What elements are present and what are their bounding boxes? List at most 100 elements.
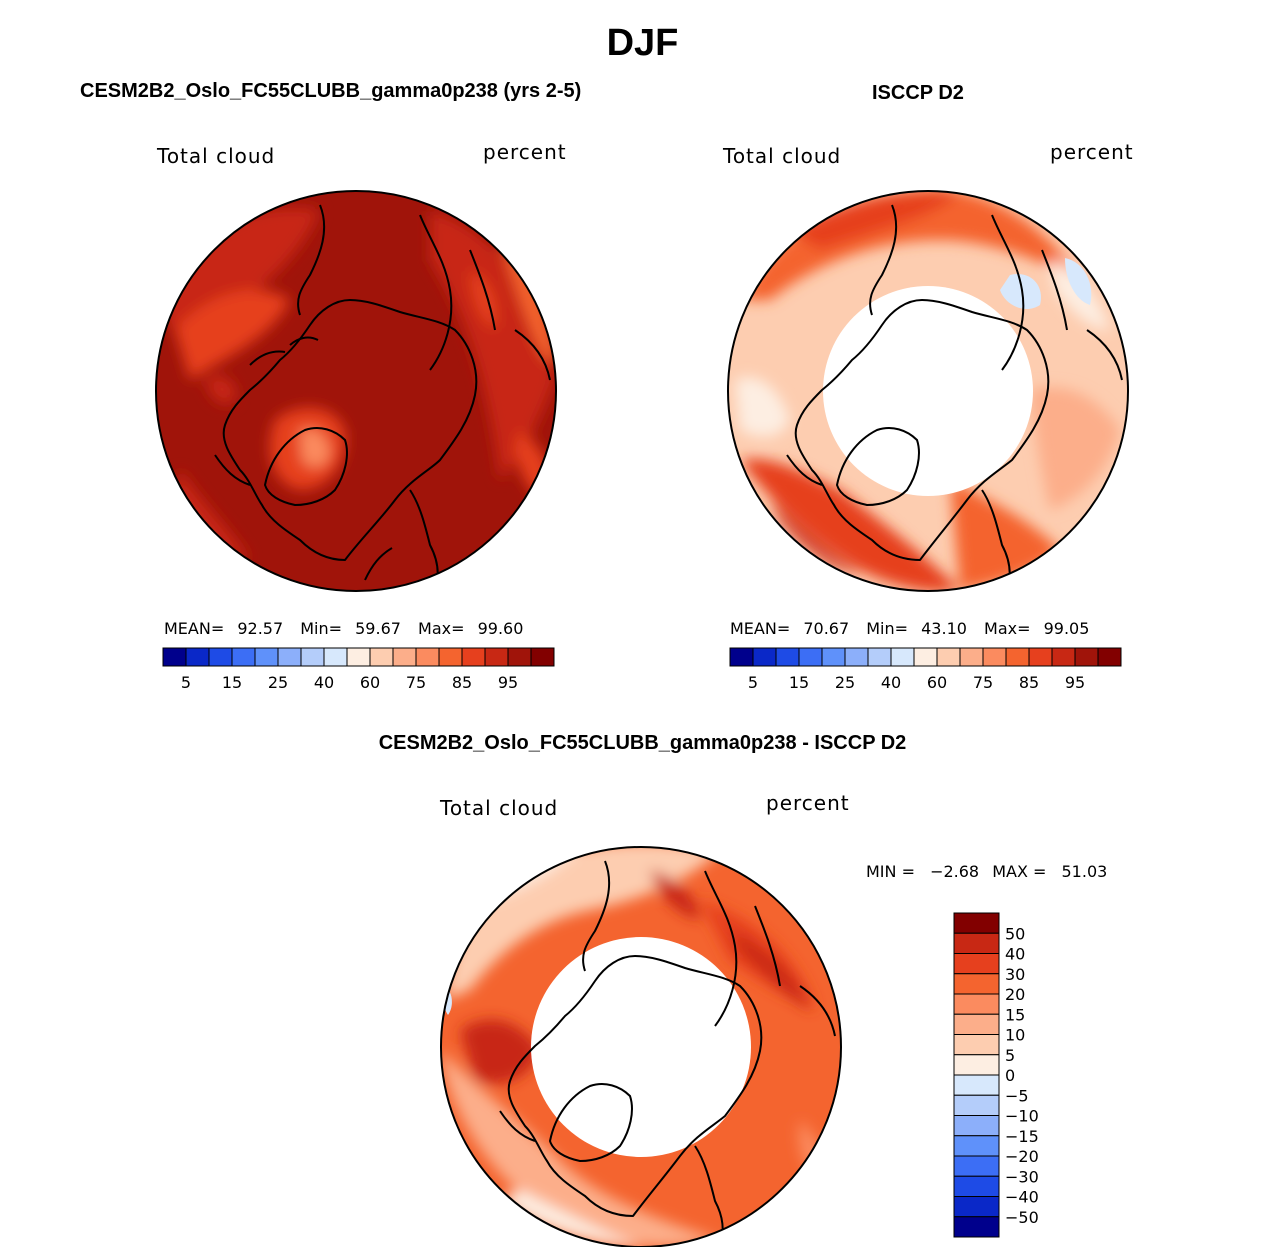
model-colorbar-box bbox=[231, 647, 256, 667]
obs-field-negative-b bbox=[1065, 258, 1092, 305]
diff-coast-labrador bbox=[499, 1110, 536, 1142]
model-stats: MEAN= 92.57 Min= 59.67 Max= 99.60 bbox=[164, 619, 523, 638]
obs-coast-kamchatka bbox=[1041, 249, 1068, 331]
model-colorbar-tick: 95 bbox=[498, 673, 518, 692]
obs-min-value: 43.10 bbox=[921, 619, 967, 638]
obs-colorbar-box bbox=[1005, 647, 1030, 667]
diff-colorbar-box bbox=[953, 1196, 1000, 1218]
obs-field-alaska bbox=[735, 377, 790, 437]
model-colorbar-tick: 15 bbox=[222, 673, 242, 692]
diff-colorbar-tick: −15 bbox=[1005, 1127, 1039, 1146]
diff-map bbox=[440, 846, 842, 1247]
diff-colorbar-tick: 0 bbox=[1005, 1066, 1015, 1085]
diff-colorbar-tick: 20 bbox=[1005, 985, 1025, 1004]
model-map bbox=[155, 190, 557, 592]
diff-colorbar-tick: −10 bbox=[1005, 1107, 1039, 1126]
obs-colorbar-box bbox=[775, 647, 800, 667]
model-field-canada bbox=[170, 470, 250, 560]
diff-colorbar-tick: −20 bbox=[1005, 1147, 1039, 1166]
obs-coast-arctic bbox=[794, 299, 1050, 561]
model-colorbar-tick: 85 bbox=[452, 673, 472, 692]
diff-colorbar-box bbox=[953, 912, 1000, 934]
obs-mean-value: 70.67 bbox=[803, 619, 850, 638]
obs-map bbox=[727, 190, 1129, 592]
obs-colorbar-box bbox=[752, 647, 777, 667]
diff-coast-bering bbox=[582, 860, 611, 972]
model-coast-siberia bbox=[419, 214, 453, 371]
model-panel-title: CESM2B2_Oslo_FC55CLUBB_gamma0p238 (yrs 2… bbox=[80, 80, 582, 102]
obs-coast-siberia bbox=[991, 214, 1025, 371]
diff-colorbar-tick: −50 bbox=[1005, 1208, 1039, 1227]
obs-colorbar-box bbox=[1051, 647, 1076, 667]
model-colorbar-box bbox=[530, 647, 555, 667]
obs-units-label: percent bbox=[1050, 140, 1134, 164]
model-map-border bbox=[155, 190, 557, 592]
obs-colorbar-box bbox=[982, 647, 1007, 667]
obs-coast-labrador bbox=[786, 454, 823, 486]
obs-colorbar-tick: 25 bbox=[835, 673, 855, 692]
model-colorbar-box bbox=[507, 647, 532, 667]
diff-coast-greenland bbox=[549, 1083, 633, 1162]
diff-colorbar-tick: 15 bbox=[1005, 1005, 1025, 1024]
model-colorbar-tick: 5 bbox=[181, 673, 191, 692]
obs-max-label: Max= bbox=[984, 619, 1031, 638]
diff-colorbar-box bbox=[953, 1034, 1000, 1056]
model-units-label: percent bbox=[483, 140, 567, 164]
model-max-label: Max= bbox=[418, 619, 465, 638]
model-colorbar-tick: 25 bbox=[268, 673, 288, 692]
model-field-atlantic bbox=[430, 210, 555, 480]
model-colorbar-box bbox=[300, 647, 325, 667]
diff-max-value: 51.03 bbox=[1061, 862, 1108, 881]
obs-colorbar: 5 15 25 40 60 75 85 95 bbox=[729, 647, 1122, 692]
main-title: DJF bbox=[606, 22, 679, 64]
diff-panel-title: CESM2B2_Oslo_FC55CLUBB_gamma0p238 - ISCC… bbox=[378, 732, 907, 754]
obs-colorbar-tick: 95 bbox=[1065, 673, 1085, 692]
diff-polar-mask bbox=[531, 937, 751, 1157]
diff-colorbar-tick: 50 bbox=[1005, 924, 1025, 943]
obs-max-value: 99.05 bbox=[1043, 619, 1090, 638]
diff-colorbar-tick: 40 bbox=[1005, 945, 1025, 964]
obs-coast-bering bbox=[869, 204, 898, 316]
obs-min-label: Min= bbox=[866, 619, 909, 638]
diff-map-border bbox=[440, 846, 842, 1247]
model-coast-japan bbox=[514, 329, 551, 381]
obs-stats: MEAN= 70.67 Min= 43.10 Max= 99.05 bbox=[730, 619, 1089, 638]
model-colorbar-tick: 75 bbox=[406, 673, 426, 692]
obs-colorbar-tick: 75 bbox=[973, 673, 993, 692]
obs-colorbar-box bbox=[913, 647, 938, 667]
diff-colorbar-box bbox=[953, 1175, 1000, 1197]
model-field-pacific bbox=[160, 207, 320, 334]
model-coast-kamchatka bbox=[469, 249, 496, 331]
model-colorbar-box bbox=[346, 647, 371, 667]
obs-map-border bbox=[727, 190, 1129, 592]
diff-colorbar-tick: 30 bbox=[1005, 965, 1025, 984]
obs-coast-greenland bbox=[836, 427, 920, 506]
model-max-value: 99.60 bbox=[477, 619, 524, 638]
obs-field-north-core bbox=[790, 191, 960, 250]
diff-field-south-rim bbox=[441, 1050, 720, 1247]
obs-colorbar-tick: 85 bbox=[1019, 673, 1039, 692]
diff-colorbar-box bbox=[953, 932, 1000, 954]
obs-colorbar-box bbox=[821, 647, 846, 667]
model-coast-uk bbox=[364, 547, 393, 581]
model-colorbar-box bbox=[461, 647, 486, 667]
diff-colorbar-box bbox=[953, 1074, 1000, 1096]
diff-colorbar-tick: −5 bbox=[1005, 1086, 1029, 1105]
diff-colorbar-box bbox=[953, 973, 1000, 995]
model-colorbar-box bbox=[323, 647, 348, 667]
model-colorbar-box bbox=[185, 647, 210, 667]
obs-colorbar-box bbox=[1097, 647, 1122, 667]
model-colorbar-box bbox=[392, 647, 417, 667]
diff-colorbar-box bbox=[953, 1013, 1000, 1035]
diff-colorbar-tick: 5 bbox=[1005, 1046, 1015, 1065]
diff-max-label: MAX = bbox=[992, 862, 1047, 881]
diff-colorbar-box bbox=[953, 1216, 1000, 1238]
diff-colorbar-box bbox=[953, 1135, 1000, 1157]
model-coast-islands-b bbox=[289, 336, 319, 346]
model-colorbar-box bbox=[162, 647, 187, 667]
obs-field-negative-a bbox=[1000, 274, 1041, 310]
diff-colorbar-box bbox=[953, 953, 1000, 975]
model-colorbar-box bbox=[415, 647, 440, 667]
diff-variable-label: Total cloud bbox=[440, 796, 559, 820]
obs-colorbar-box bbox=[936, 647, 961, 667]
